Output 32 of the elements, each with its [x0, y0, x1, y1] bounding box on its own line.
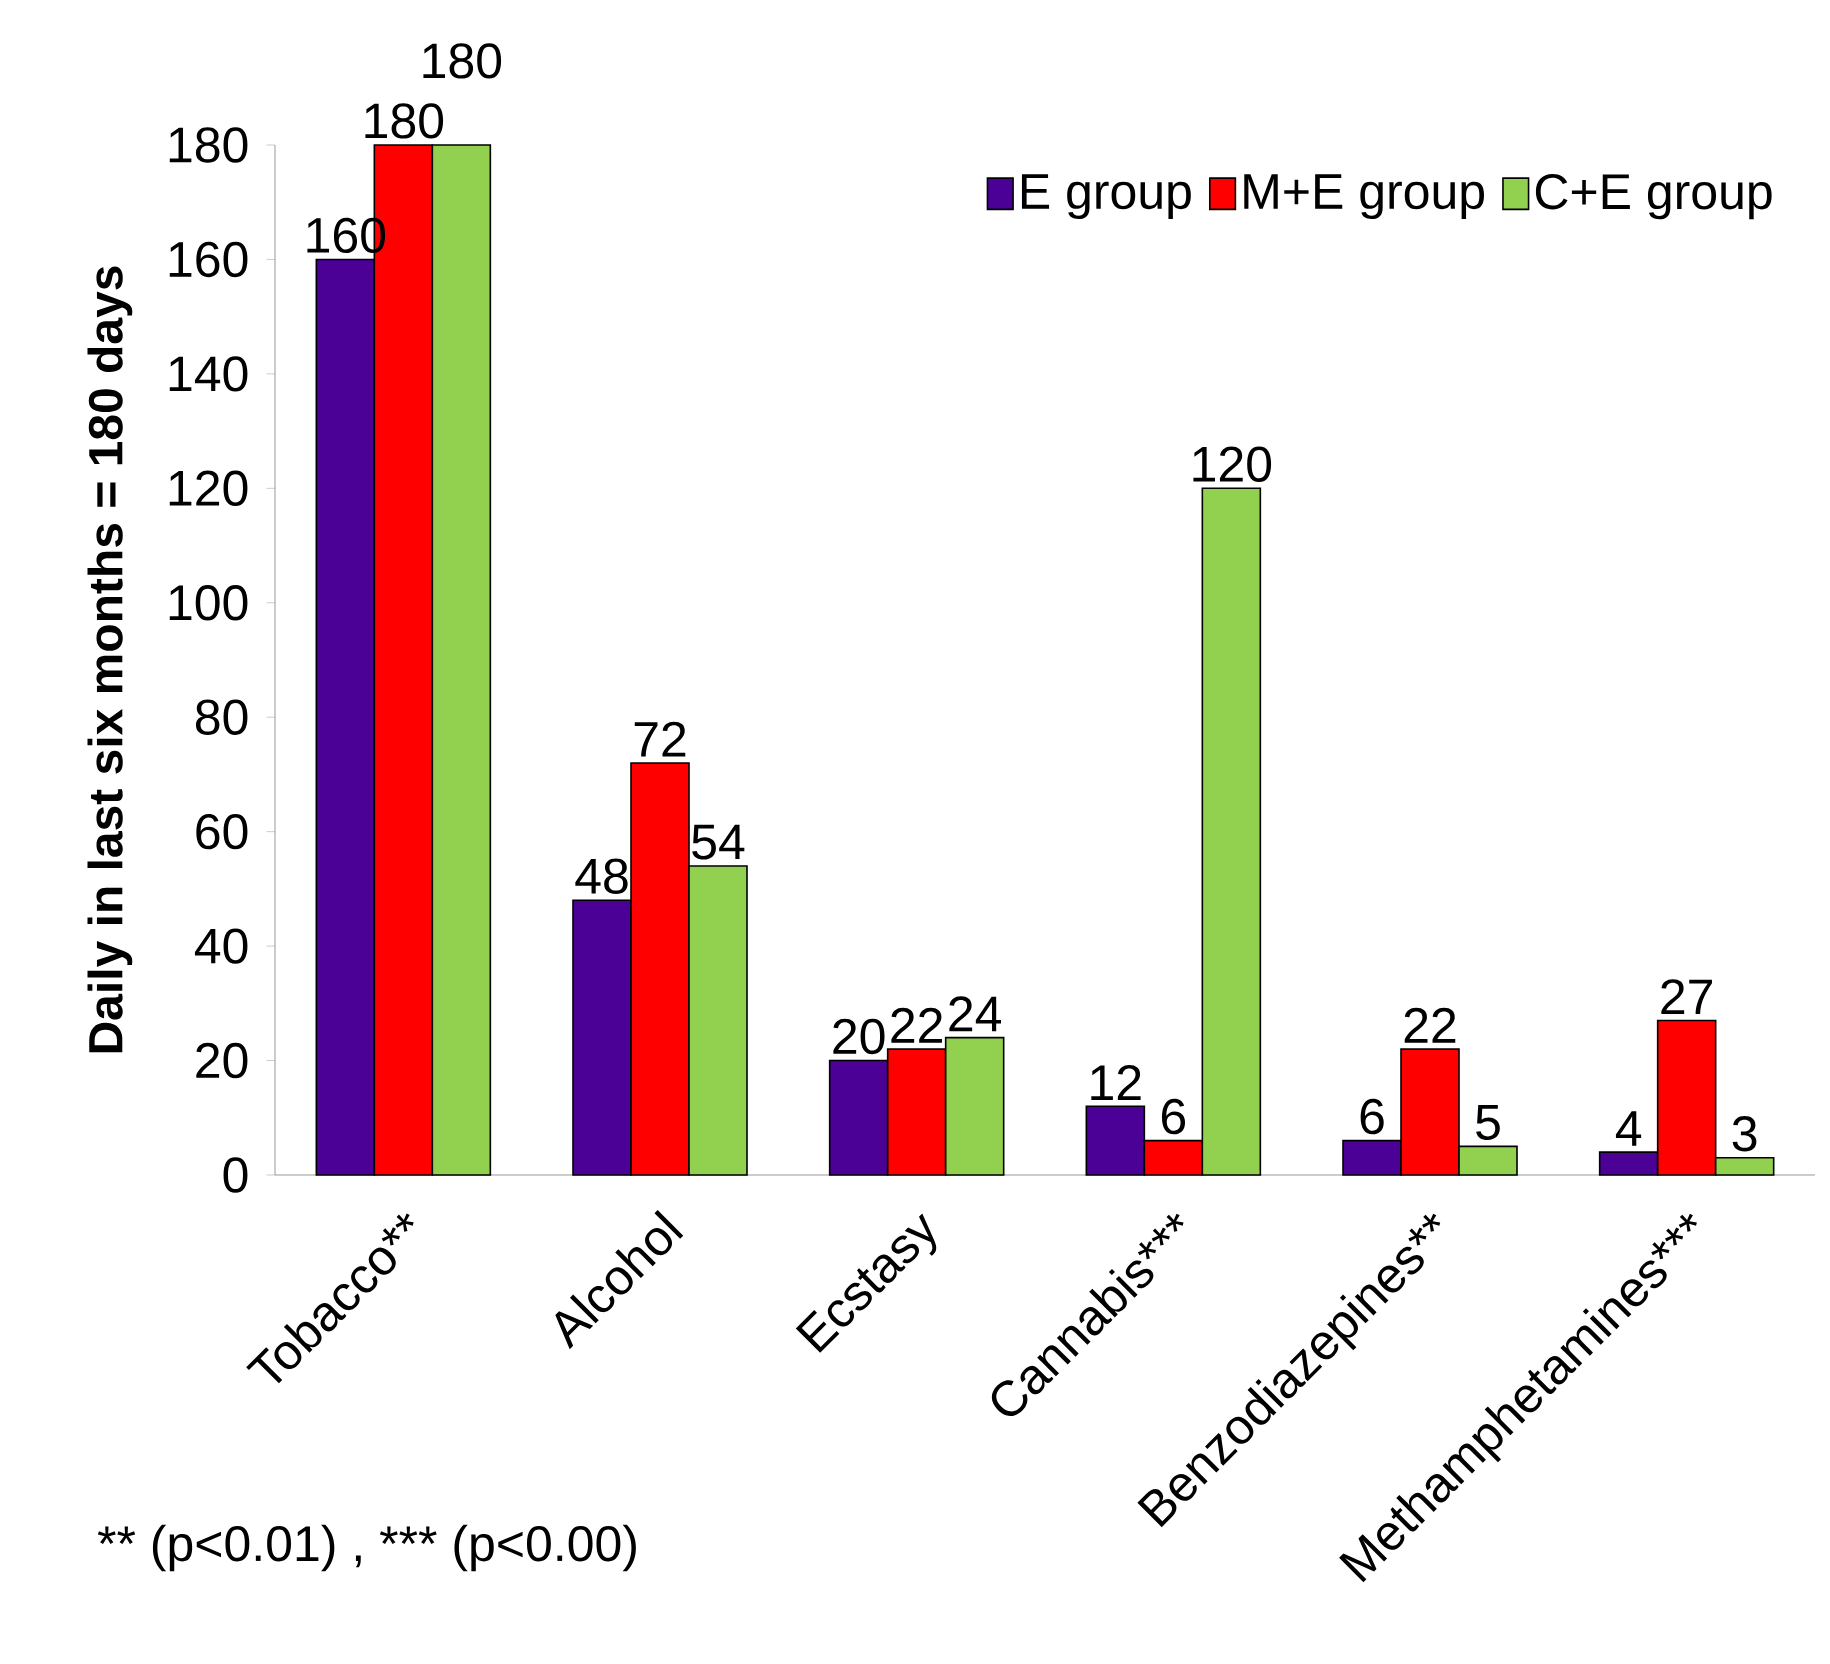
- data-label: 72: [634, 721, 686, 757]
- data-label: 22: [1404, 1007, 1456, 1043]
- data-label: 180: [365, 103, 444, 139]
- data-label: 4: [1615, 1111, 1642, 1146]
- legend-label: M+E group: [1244, 174, 1484, 220]
- y-tick-label: 60: [196, 813, 248, 850]
- data-label: 6: [1360, 1098, 1384, 1135]
- y-tick-label: 100: [169, 585, 248, 621]
- y-tick-label: 0: [223, 1157, 248, 1193]
- data-label: 24: [949, 996, 1002, 1032]
- y-tick-label: 140: [169, 356, 248, 392]
- legend-label: E group: [1021, 174, 1191, 220]
- y-tick-label: 180: [169, 127, 248, 163]
- data-label: 12: [1091, 1065, 1141, 1100]
- data-label: 27: [1661, 979, 1712, 1015]
- data-label: 22: [891, 1007, 942, 1043]
- data-label: 48: [575, 858, 628, 894]
- data-label: 20: [833, 1018, 885, 1055]
- y-tick-label: 120: [169, 470, 248, 507]
- data-label: 180: [423, 43, 502, 79]
- y-axis-title: Daily in last six months = 180 days: [87, 266, 133, 1053]
- text: ** (p<0.01) , *** (p<0.00): [97, 1524, 636, 1572]
- y-tick-label: 80: [195, 699, 248, 735]
- legend-label: C+E group: [1535, 173, 1772, 220]
- y-tick-label: 20: [196, 1042, 248, 1079]
- y-tick-label: 40: [194, 928, 248, 964]
- data-label: 120: [1193, 446, 1272, 482]
- data-label: 3: [1732, 1116, 1757, 1152]
- data-label: 54: [692, 824, 745, 860]
- y-tick-label: 160: [169, 241, 248, 278]
- data-label: 5: [1476, 1105, 1500, 1140]
- data-label: 6: [1161, 1098, 1186, 1135]
